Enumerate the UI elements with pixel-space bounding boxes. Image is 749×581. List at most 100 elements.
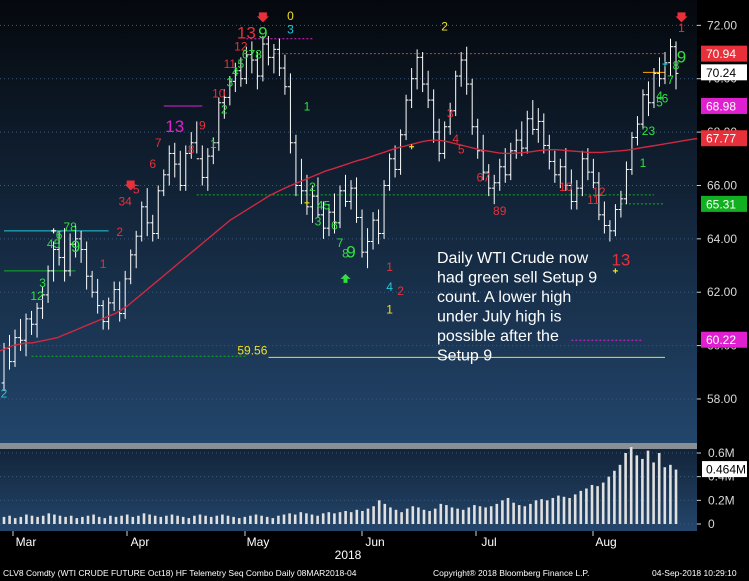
seq-count: 1 <box>678 21 685 35</box>
plus-marker <box>409 144 415 150</box>
volume-bar <box>25 514 28 524</box>
price-badge <box>701 45 747 62</box>
price-badge <box>701 195 747 212</box>
seq-count: 8 <box>673 58 680 72</box>
volume-bar <box>422 509 426 524</box>
volume-bar <box>394 509 398 524</box>
volume-bar <box>523 506 527 524</box>
seq-count: 10 <box>212 86 226 100</box>
volume-bar <box>47 513 51 524</box>
seq-count: 6 <box>662 92 669 106</box>
volume-bar <box>484 507 487 524</box>
seq-count: 3 <box>315 215 322 229</box>
seq-count: 12 <box>592 185 606 199</box>
price-badge-label: 65.31 <box>706 197 736 211</box>
annotation-text: Daily WTI Crude now had green sell Setup … <box>437 250 597 365</box>
volume-bar <box>562 496 566 524</box>
volume-bar <box>327 512 331 524</box>
volume-bar <box>439 503 443 524</box>
volume-bar <box>13 518 17 524</box>
volume-bar <box>176 515 179 524</box>
seq-count: 1 <box>386 303 393 317</box>
volume-bar <box>400 512 403 524</box>
seq-count: 3 <box>39 276 46 290</box>
volume-bar <box>355 509 359 524</box>
volume-bar <box>663 467 667 524</box>
volume-bar <box>97 516 101 524</box>
price-axis-background <box>697 0 749 531</box>
volume-bar <box>433 508 437 524</box>
volume-bar <box>293 514 297 524</box>
volume-bar <box>41 515 45 524</box>
volume-bar <box>282 514 286 524</box>
volume-bar <box>635 455 639 524</box>
seq-count: 6 <box>149 157 156 171</box>
volume-badge <box>702 461 747 478</box>
seq-count: 4 <box>452 132 459 146</box>
volume-bar <box>540 499 543 524</box>
volume-bar <box>669 464 672 524</box>
volume-bar <box>321 513 325 524</box>
volume-bar <box>361 510 364 524</box>
seq-count: 4 <box>386 280 393 294</box>
volume-bar <box>489 506 493 524</box>
seq-count: 6 <box>331 219 338 233</box>
volume-bar <box>629 447 633 524</box>
seq-count: 13 <box>611 251 630 270</box>
volume-bar <box>467 507 471 524</box>
volume-bar <box>613 470 616 524</box>
seq-count: 1 <box>304 100 311 114</box>
seq-count: 3 <box>287 22 294 36</box>
volume-bar <box>579 490 583 524</box>
seq-count: 13 <box>237 24 256 43</box>
volume-bar <box>383 503 387 524</box>
seq-count: 11 <box>224 57 237 71</box>
volume-bar <box>81 516 84 524</box>
volume-bar <box>125 514 129 524</box>
volume-bar <box>221 514 224 524</box>
seq-count: 45 <box>47 237 61 251</box>
time-axis-background <box>0 531 749 581</box>
volume-bar <box>573 494 577 524</box>
volume-bar <box>2 516 6 524</box>
volume-bar <box>657 453 661 524</box>
volume-bar <box>249 515 252 524</box>
volume-bar <box>170 514 174 524</box>
seq-count: 5 <box>238 57 245 71</box>
plus-marker <box>304 200 310 206</box>
volume-bar <box>338 512 342 524</box>
seq-count: 78 <box>63 220 77 234</box>
volume-bar <box>226 515 230 524</box>
volume-bar <box>120 515 123 524</box>
month-label: Aug <box>595 535 616 549</box>
footer-center: Copyright® 2018 Bloomberg Finance L.P. <box>433 568 589 578</box>
price-grid <box>0 24 697 400</box>
seq-count: 5 <box>458 142 465 156</box>
volume-bar <box>159 516 163 524</box>
price-badge-label: 70.24 <box>706 66 736 80</box>
volume-bar <box>344 510 347 524</box>
seq-count: 5 <box>133 182 140 196</box>
volume-bar <box>405 508 409 524</box>
volume-bar <box>114 516 118 524</box>
volume-bar <box>75 518 79 524</box>
seq-count: 7 <box>667 73 674 87</box>
buy-arrow-marker <box>340 273 351 283</box>
volume-bar <box>590 484 594 524</box>
footer-right: 04-Sep-2018 10:29:10 <box>652 568 737 578</box>
sell-arrow-marker <box>256 12 269 23</box>
seq-count: 34 <box>119 194 133 208</box>
price-badge <box>701 97 747 114</box>
volume-bar <box>64 516 67 524</box>
seq-count: 11 <box>587 193 600 207</box>
price-tick-label: 72.00 <box>707 18 737 32</box>
year-label: 2018 <box>335 548 362 562</box>
volume-bar <box>461 509 465 524</box>
seq-count: 2 <box>116 225 123 239</box>
volume-bar <box>545 500 549 524</box>
volume-bar <box>512 502 515 524</box>
volume-bar <box>277 515 280 524</box>
volume-bar <box>305 513 308 524</box>
volume-bar <box>456 508 459 524</box>
price-panel-background <box>0 0 697 443</box>
